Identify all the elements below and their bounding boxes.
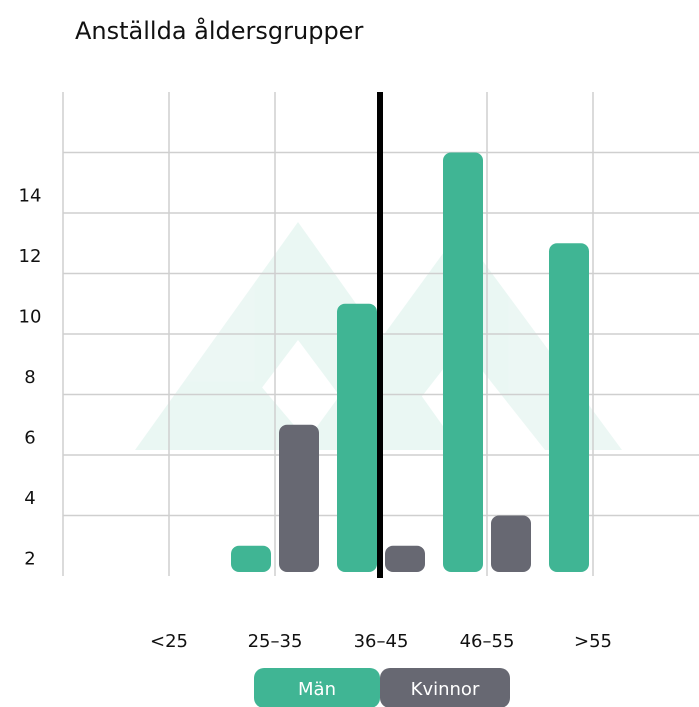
bar: [385, 545, 425, 572]
x-tick-label: >55: [574, 631, 612, 652]
bar: [491, 515, 531, 572]
bar: [279, 424, 319, 572]
x-tick-label: <25: [150, 631, 188, 652]
y-tick-label: 14: [19, 186, 42, 207]
x-tick-label: 36–45: [354, 631, 409, 652]
y-tick-label: 2: [24, 549, 35, 570]
legend-swatch: [380, 668, 510, 707]
bar: [549, 243, 589, 572]
divider-line: [377, 92, 383, 578]
bar: [443, 152, 483, 572]
x-tick-label: 46–55: [460, 631, 515, 652]
y-tick-label: 8: [24, 367, 35, 388]
chart-title: Anställda åldersgrupper: [75, 16, 363, 45]
y-tick-label: 12: [19, 246, 42, 267]
legend-label: Kvinnor: [411, 679, 480, 700]
bar: [337, 303, 377, 572]
bar: [231, 545, 271, 572]
legend-swatch: [254, 668, 380, 707]
y-tick-label: 4: [24, 488, 35, 509]
x-tick-label: 25–35: [248, 631, 303, 652]
y-tick-label: 10: [19, 307, 42, 328]
y-tick-label: 6: [24, 428, 35, 449]
legend-label: Män: [298, 679, 336, 700]
